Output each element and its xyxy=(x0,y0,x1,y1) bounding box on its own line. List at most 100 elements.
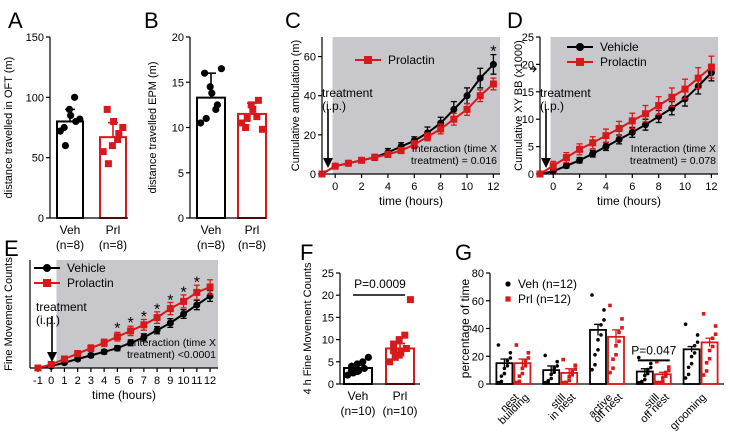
x-tick-label-c: 4 xyxy=(385,181,391,193)
point-e-veh xyxy=(153,326,161,334)
y-tick-label-b: 15 xyxy=(172,77,184,89)
point-g-veh xyxy=(499,374,504,378)
x-tick-label-f: Veh xyxy=(348,389,369,403)
legend-label-d: Prolactin xyxy=(600,55,647,69)
x-tick-label-e: 9 xyxy=(167,375,173,387)
bar-g xyxy=(589,328,607,385)
x-tick-label-b: (n=8) xyxy=(197,238,225,252)
point-e-prl xyxy=(153,314,161,322)
point-g-veh xyxy=(499,379,504,384)
point-b-veh xyxy=(208,89,216,97)
point-g-veh xyxy=(643,373,647,378)
x-tick-label-g: grooming xyxy=(668,392,709,433)
point-b-veh xyxy=(212,105,220,113)
point-g-veh xyxy=(596,338,600,342)
point-e-veh xyxy=(87,351,95,359)
point-b-veh xyxy=(206,83,214,91)
sig-star-e: * xyxy=(194,275,200,292)
legend-marker-d xyxy=(576,58,584,66)
point-e-veh xyxy=(100,348,108,356)
x-tick-label-c: 2 xyxy=(358,181,364,193)
point-g-prl xyxy=(520,366,525,371)
x-tick-label-e: 1 xyxy=(61,375,67,387)
treatment-arrowhead-e xyxy=(47,352,57,362)
point-f-veh xyxy=(348,367,356,375)
point-g-prl xyxy=(526,351,531,355)
point-g-veh xyxy=(695,340,700,344)
point-g-veh xyxy=(593,362,597,367)
point-e-prl xyxy=(87,344,95,352)
x-tick-label-c: 8 xyxy=(438,181,444,193)
x-tick-label-e: 11 xyxy=(191,375,202,387)
point-e-veh xyxy=(193,301,201,309)
point-e-veh xyxy=(127,339,135,347)
point-e-prl xyxy=(113,333,121,341)
point-g-veh xyxy=(552,366,556,370)
point-a-veh xyxy=(67,111,75,120)
point-c-prl xyxy=(437,125,445,133)
y-tick-label-a: 150 xyxy=(26,32,44,44)
point-d-prl xyxy=(589,139,597,147)
point-g-veh xyxy=(590,367,594,372)
point-e-prl xyxy=(34,364,42,372)
sig-star-e: * xyxy=(154,302,160,319)
point-g-veh xyxy=(640,380,644,385)
point-g-prl xyxy=(567,374,571,379)
point-g-prl xyxy=(567,378,571,383)
point-d-veh xyxy=(576,156,584,164)
point-d-prl xyxy=(681,85,689,93)
point-c-prl xyxy=(331,162,339,170)
x-tick-label-e: 7 xyxy=(141,375,147,387)
point-g-prl xyxy=(514,380,519,385)
point-f-veh xyxy=(353,367,361,376)
point-e-prl xyxy=(74,350,82,358)
point-g-prl xyxy=(701,373,706,377)
point-g-veh xyxy=(555,359,559,364)
point-e-prl xyxy=(100,339,108,347)
y-axis-label-e: Fine Movement Counts xyxy=(3,257,15,371)
point-e-prl xyxy=(60,355,68,363)
point-g-veh xyxy=(689,361,694,366)
point-c-prl xyxy=(423,133,431,141)
y-tick-label-d: 10 xyxy=(522,114,534,126)
point-f-prl xyxy=(395,336,403,344)
y-tick-label-a: 100 xyxy=(26,92,44,104)
point-e-prl xyxy=(127,327,135,335)
point-g-veh xyxy=(505,363,510,368)
panel-letter-c: C xyxy=(285,8,301,33)
point-c-prl xyxy=(384,150,392,158)
x-tick-label-e: 10 xyxy=(177,375,189,387)
point-d-veh xyxy=(615,135,623,143)
point-g-veh xyxy=(689,354,694,359)
point-g-prl xyxy=(570,369,574,373)
point-d-veh xyxy=(562,162,570,170)
point-a-prl xyxy=(103,105,111,113)
treatment-label-e: (i.p.) xyxy=(36,313,60,327)
point-g-prl xyxy=(608,370,612,375)
shaded-region-e xyxy=(56,260,218,368)
point-e-prl xyxy=(206,283,214,291)
x-tick-label-e: 6 xyxy=(128,375,134,387)
sig-star-e: * xyxy=(128,315,134,332)
y-tick-label-c: 0 xyxy=(310,169,316,181)
point-g-prl xyxy=(523,363,528,368)
point-f-prl xyxy=(391,353,399,361)
y-axis-label-a: distance travelled in OFT (m) xyxy=(3,57,15,199)
point-d-prl xyxy=(655,102,663,109)
point-g-veh xyxy=(502,366,507,371)
point-e-prl xyxy=(140,321,148,329)
point-g-prl xyxy=(713,332,718,337)
x-tick-label-d: 0 xyxy=(550,181,556,193)
y-tick-label-d: 25 xyxy=(522,32,534,44)
x-tick-label-e: 2 xyxy=(75,375,81,387)
point-f-veh xyxy=(360,364,368,373)
point-f-prl xyxy=(402,344,410,352)
point-c-prl xyxy=(450,115,458,123)
point-d-prl xyxy=(615,125,623,133)
interaction-label-d: treatment) = 0.078 xyxy=(630,155,716,167)
x-tick-label-c: 12 xyxy=(487,181,499,193)
x-tick-label-d: 8 xyxy=(656,181,662,193)
point-g-veh xyxy=(602,318,606,322)
y-tick-label-b: 5 xyxy=(178,168,184,180)
point-f-prl xyxy=(406,296,414,304)
